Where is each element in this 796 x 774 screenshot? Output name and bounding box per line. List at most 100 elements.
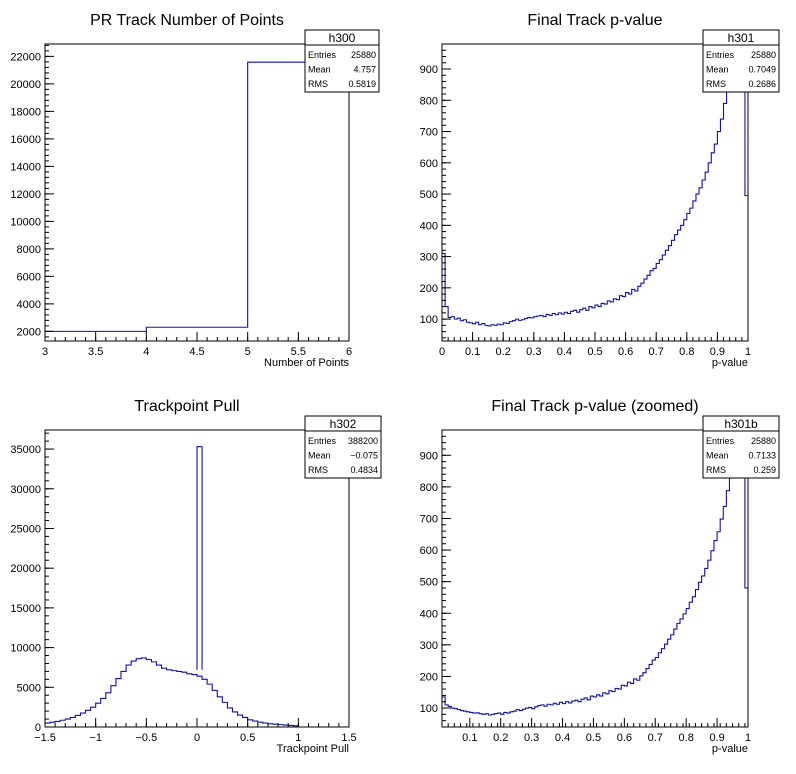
- x-tick-label: 3: [42, 346, 48, 358]
- stats-row-label: Entries: [706, 50, 735, 60]
- pad-h301b: Final Track p-value (zoomed) 0.1 0.2 0.3 0.4…: [420, 398, 780, 755]
- stats-row-label: Mean: [706, 451, 729, 461]
- y-tick-label: 500: [420, 577, 438, 589]
- plot-frame: [441, 429, 749, 728]
- x-tick-label: 0.3: [526, 346, 541, 358]
- y-tick-label: 10000: [10, 643, 41, 655]
- histogram-line: [442, 442, 748, 716]
- y-tick-label: 600: [420, 545, 438, 557]
- stats-box: h301 Entries 25880 Mean 0.7049 RMS 0.2686: [702, 29, 780, 93]
- x-tick-label: 0.5: [586, 732, 601, 744]
- x-tick-label: 0.8: [679, 346, 694, 358]
- stats-row-value: 0.2686: [748, 79, 776, 89]
- stats-row-value: 25880: [751, 50, 776, 60]
- stats-box: h301b Entries 25880 Mean 0.7133 RMS 0.259: [702, 415, 780, 479]
- y-tick-label: 900: [420, 450, 438, 462]
- x-tick-label: 0: [439, 346, 445, 358]
- stats-row-value: 25880: [351, 50, 376, 60]
- y-tick-label: 900: [420, 64, 438, 76]
- x-tick-label: 1.5: [341, 732, 356, 744]
- stats-row-label: RMS: [308, 79, 328, 89]
- plot-frame: [441, 43, 749, 342]
- histogram-line: [45, 61, 349, 332]
- x-tick-label: 0.7: [648, 732, 663, 744]
- x-tick-label: 0.3: [524, 732, 539, 744]
- x-tick-label: 0.7: [649, 346, 664, 358]
- y-tick-label: 500: [420, 189, 438, 201]
- stats-row-value: 388200: [348, 436, 378, 446]
- histogram-line: [45, 657, 299, 727]
- pad-h300: PR Track Number of Points 3 3.5 4 4.5 5 5.5 6 20…: [10, 12, 380, 369]
- y-tick-label: 800: [420, 482, 438, 494]
- y-tick-label: 800: [420, 95, 438, 107]
- stats-box-name: h301b: [724, 417, 758, 431]
- x-tick-label: 3.5: [88, 346, 103, 358]
- y-tick-label: 20000: [10, 79, 41, 91]
- stats-row-value: 25880: [751, 436, 776, 446]
- x-tick-label: 0: [194, 732, 200, 744]
- stats-row-label: RMS: [308, 465, 328, 475]
- y-tick-label: 5000: [17, 682, 41, 694]
- stats-row-label: RMS: [706, 465, 726, 475]
- y-tick-label: 15000: [10, 603, 41, 615]
- y-tick-label: 8000: [17, 244, 41, 256]
- stats-row-label: Mean: [308, 65, 331, 75]
- stats-box-frame: [702, 29, 780, 93]
- x-tick-label: 0.9: [710, 346, 725, 358]
- y-tick-label: 25000: [10, 523, 41, 535]
- x-tick-label: 1: [745, 732, 751, 744]
- x-tick-label: 0.1: [462, 732, 477, 744]
- x-tick-label: 1: [745, 346, 751, 358]
- stats-row-label: Entries: [706, 436, 735, 446]
- x-tick-label: 0.6: [618, 346, 633, 358]
- stats-box-frame: [304, 415, 382, 479]
- stats-box-name: h300: [329, 31, 356, 45]
- y-tick-label: 20000: [10, 563, 41, 575]
- x-tick-label: 0.6: [617, 732, 632, 744]
- x-tick-label: 4: [143, 346, 149, 358]
- x-tick-label: −1.5: [34, 732, 56, 744]
- stats-row-label: Mean: [308, 451, 331, 461]
- y-tick-label: 600: [420, 158, 438, 170]
- pad-h302: Trackpoint Pull −1.5 −1 −0.5 0 0.5 1 1.5 0 5000 10…: [10, 398, 382, 755]
- chart-title: Final Track p-value (zoomed): [491, 398, 698, 415]
- y-tick-label: 10000: [10, 216, 41, 228]
- x-axis-label: p-value: [712, 743, 748, 755]
- chart-title: PR Track Number of Points: [90, 12, 284, 29]
- stats-box-frame: [304, 29, 380, 93]
- pad-h301: Final Track p-value 0 0.1 0.2 0.3 0.4 0.5 0.6 0.…: [420, 12, 780, 369]
- stats-row-label: Mean: [706, 65, 729, 75]
- y-tick-label: 700: [420, 513, 438, 525]
- y-tick-label: 2000: [17, 326, 41, 338]
- y-tick-label: 6000: [17, 271, 41, 283]
- plot-frame: [44, 43, 350, 342]
- y-tick-label: 400: [420, 608, 438, 620]
- y-tick-label: 100: [420, 703, 438, 715]
- stats-row-value: 0.7049: [748, 65, 776, 75]
- stats-row-value: 4.757: [353, 65, 376, 75]
- x-tick-label: 0.5: [240, 732, 255, 744]
- x-tick-label: 0.8: [679, 732, 694, 744]
- y-tick-label: 4000: [17, 299, 41, 311]
- stats-row-value: 0.259: [753, 465, 776, 475]
- y-tick-label: 100: [420, 314, 438, 326]
- stats-row-label: Entries: [308, 436, 337, 446]
- y-tick-label: 0: [35, 722, 41, 734]
- y-tick-label: 22000: [10, 51, 41, 63]
- y-tick-label: 18000: [10, 106, 41, 118]
- y-tick-label: 14000: [10, 161, 41, 173]
- y-tick-label: 12000: [10, 189, 41, 201]
- y-tick-label: 400: [420, 220, 438, 232]
- x-tick-label: 4.5: [189, 346, 204, 358]
- x-axis-label: Trackpoint Pull: [277, 743, 349, 755]
- stats-row-label: Entries: [308, 50, 337, 60]
- stats-box-name: h301: [728, 31, 755, 45]
- x-tick-label: 5: [245, 346, 251, 358]
- x-tick-label: 0.1: [465, 346, 480, 358]
- x-tick-label: 5.5: [291, 346, 306, 358]
- x-tick-label: 6: [346, 346, 352, 358]
- stats-row-value: 0.4834: [350, 465, 378, 475]
- y-tick-label: 200: [420, 671, 438, 683]
- x-tick-label: −1: [89, 732, 102, 744]
